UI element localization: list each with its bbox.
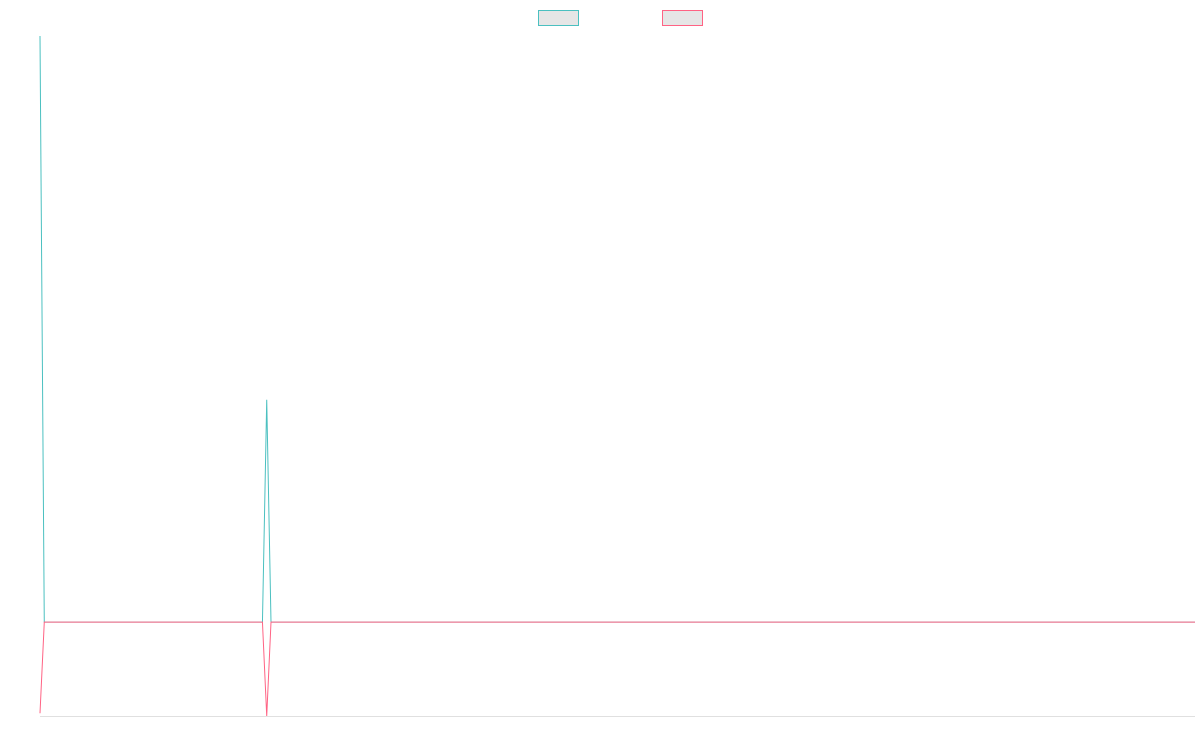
series-line <box>39 35 1195 623</box>
series-line <box>39 621 1195 717</box>
legend-swatch[interactable] <box>662 10 703 26</box>
legend-swatch[interactable] <box>538 10 579 26</box>
